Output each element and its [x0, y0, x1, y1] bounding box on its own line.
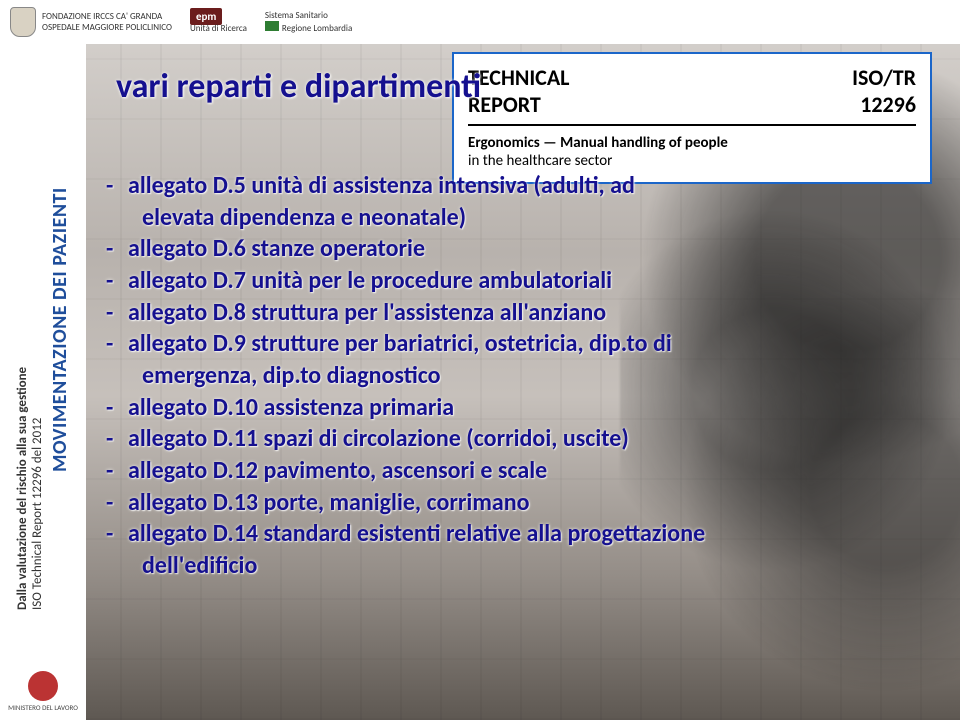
bullet-dash: -: [106, 518, 128, 550]
logo-regione: Sistema Sanitario Regione Lombardia: [265, 10, 352, 34]
iso-right1: ISO/TR: [852, 64, 916, 91]
bullet-dash: -: [106, 455, 128, 487]
bullet-dash: -: [106, 297, 128, 329]
list-item: -allegato D.6 stanze operatorie: [106, 233, 930, 265]
list-item-text: allegato D.12 pavimento, ascensori e sca…: [128, 455, 547, 487]
bullet-dash: -: [106, 265, 128, 297]
iso-right2: 12296: [852, 91, 916, 118]
list-item: -allegato D.8 struttura per l'assistenza…: [106, 297, 930, 329]
bullet-dash: -: [106, 170, 128, 202]
bullet-dash: -: [106, 328, 128, 360]
shield-icon: [10, 7, 36, 37]
iso-sub-line2: in the healthcare sector: [468, 152, 916, 170]
bullet-dash: -: [106, 392, 128, 424]
bullet-list: -allegato D.5 unità di assistenza intens…: [106, 170, 930, 582]
iso-left1: TECHNICAL: [468, 64, 569, 91]
list-item: -allegato D.13 porte, maniglie, corriman…: [106, 487, 930, 519]
regione-flag-icon: [265, 21, 279, 31]
page-title: vari reparti e dipartimenti: [116, 66, 481, 107]
list-item: -allegato D.14 standard esistenti relati…: [106, 518, 930, 550]
sistema-label: Sistema Sanitario: [265, 10, 352, 21]
list-item: -allegato D.10 assistenza primaria: [106, 392, 930, 424]
list-item-continuation: dell'edificio: [106, 550, 930, 582]
header-logos: FONDAZIONE IRCCS CA' GRANDA OSPEDALE MAG…: [0, 0, 960, 44]
list-item: -allegato D.7 unità per le procedure amb…: [106, 265, 930, 297]
ministry-label: MINISTERO DEL LAVORO: [8, 704, 78, 712]
list-item-continuation: elevata dipendenza e neonatale): [106, 202, 930, 234]
ministry-logo-icon: [28, 671, 58, 701]
logo-epm: epm Unità di Ricerca: [190, 10, 247, 34]
iso-box: TECHNICAL REPORT ISO/TR 12296 Ergonomics…: [452, 52, 932, 184]
logo-policlinico: FONDAZIONE IRCCS CA' GRANDA OSPEDALE MAG…: [10, 7, 172, 37]
iso-divider: [468, 124, 916, 126]
bullet-dash: -: [106, 487, 128, 519]
bullet-dash: -: [106, 423, 128, 455]
list-item-text: allegato D.6 stanze operatorie: [128, 233, 425, 265]
list-item: -allegato D.5 unità di assistenza intens…: [106, 170, 930, 202]
sidebar: Dalla valutazione del rischio alla sua g…: [0, 44, 86, 720]
list-item: -allegato D.11 spazi di circolazione (co…: [106, 423, 930, 455]
list-item: -allegato D.9 strutture per bariatrici, …: [106, 328, 930, 360]
sidebar-title: MOVIMENTAZIONE DEI PAZIENTI: [49, 50, 71, 610]
list-item-continuation: emergenza, dip.to diagnostico: [106, 360, 930, 392]
bullet-dash: -: [106, 233, 128, 265]
org-line2: OSPEDALE MAGGIORE POLICLINICO: [42, 22, 172, 33]
list-item-text: allegato D.13 porte, maniglie, corrimano: [128, 487, 529, 519]
list-item-text: allegato D.9 strutture per bariatrici, o…: [128, 328, 672, 360]
regione-label: Regione Lombardia: [282, 23, 352, 34]
iso-sub-line1: Ergonomics — Manual handling of people: [468, 134, 916, 152]
sidebar-bottom-logo: MINISTERO DEL LAVORO: [8, 671, 78, 712]
list-item-text: allegato D.10 assistenza primaria: [128, 392, 454, 424]
list-item-text: allegato D.14 standard esistenti relativ…: [128, 518, 705, 550]
sidebar-subtitle-2: Dalla valutazione del rischio alla sua g…: [15, 54, 30, 610]
org-line1: FONDAZIONE IRCCS CA' GRANDA: [42, 11, 172, 22]
sidebar-subtitle-1: ISO Technical Report 12296 del 2012: [30, 54, 45, 610]
iso-left2: REPORT: [468, 91, 569, 118]
list-item-text: allegato D.8 struttura per l'assistenza …: [128, 297, 606, 329]
list-item-text: allegato D.5 unità di assistenza intensi…: [128, 170, 635, 202]
list-item: -allegato D.12 pavimento, ascensori e sc…: [106, 455, 930, 487]
epm-sub: Unità di Ricerca: [190, 23, 247, 34]
list-item-text: allegato D.11 spazi di circolazione (cor…: [128, 423, 629, 455]
list-item-text: allegato D.7 unità per le procedure ambu…: [128, 265, 612, 297]
